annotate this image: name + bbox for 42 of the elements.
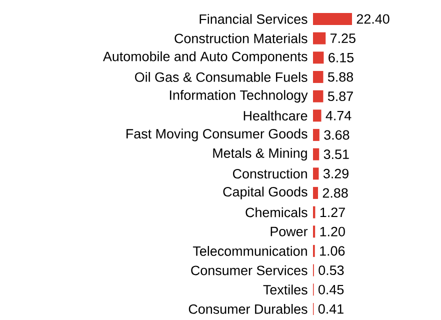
bar	[313, 168, 319, 180]
y-tick-label: Power	[270, 226, 308, 236]
data-label: 7.25	[330, 34, 356, 44]
data-label: 22.40	[356, 14, 390, 24]
bar	[313, 148, 320, 160]
y-tick-label: Construction Materials	[174, 33, 308, 44]
y-tick-label: Oil Gas & Consumable Fuels	[135, 72, 308, 82]
data-label: 0.53	[318, 266, 344, 276]
y-tick-label: Fast Moving Consumer Goods	[126, 128, 308, 142]
y-tick-label: Consumer Services	[191, 265, 308, 276]
bar	[313, 52, 324, 64]
y-tick-label: Consumer Durables	[188, 304, 308, 314]
bar	[313, 128, 320, 141]
data-label: 2.88	[322, 188, 348, 198]
y-tick-label: Automobile and Auto Components	[102, 51, 308, 64]
bar	[313, 12, 352, 25]
data-label: 3.51	[324, 150, 349, 160]
data-label: 6.15	[328, 52, 354, 62]
data-label: 3.29	[323, 168, 348, 178]
y-tick-label: Telecommunication	[192, 246, 307, 256]
bar	[313, 32, 326, 44]
bar	[313, 70, 324, 83]
y-tick-label: Information Technology	[170, 90, 308, 103]
data-label: 1.27	[320, 208, 345, 217]
y-tick-label: Healthcare	[244, 110, 308, 121]
data-label: 5.88	[328, 72, 354, 82]
y-tick-label: Capital Goods	[223, 186, 308, 200]
bar	[313, 110, 322, 122]
y-tick-label: Metals & Mining	[213, 148, 307, 161]
data-label: 4.74	[326, 111, 352, 120]
data-label: 0.41	[318, 304, 344, 314]
data-label: 5.87	[328, 92, 353, 102]
data-label: 3.68	[324, 130, 350, 140]
data-label: 0.45	[318, 284, 344, 294]
y-tick-label: Chemicals	[246, 207, 308, 218]
bar	[313, 186, 318, 199]
y-tick-label: Financial Services	[200, 14, 308, 24]
bar	[313, 90, 324, 102]
y-tick-label: Construction	[232, 168, 307, 179]
data-label: 1.20	[320, 226, 345, 236]
y-tick-label: Textiles	[263, 284, 308, 295]
data-label: 1.06	[320, 246, 345, 256]
